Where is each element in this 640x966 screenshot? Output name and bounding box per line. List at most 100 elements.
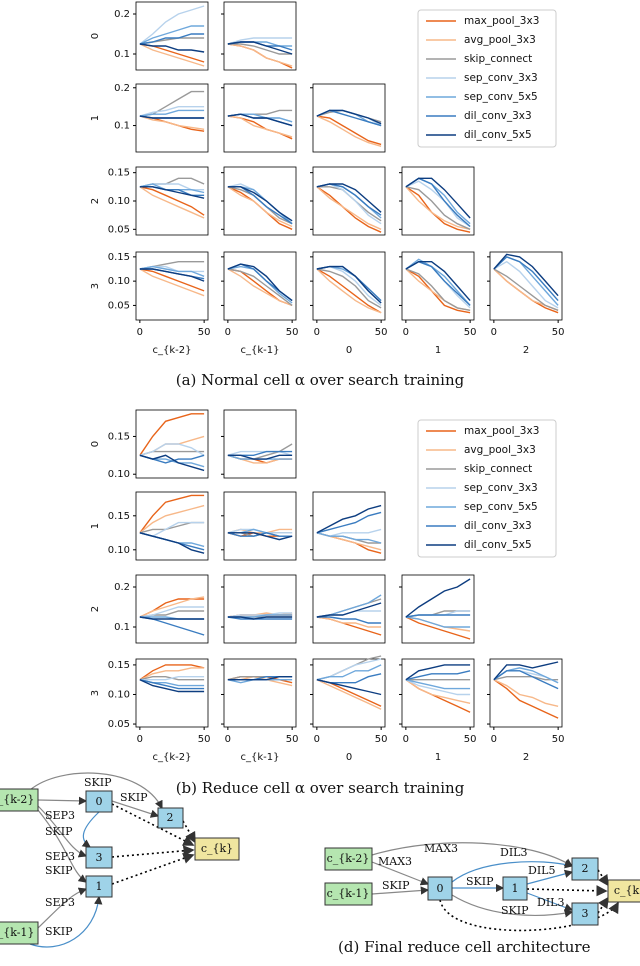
- series-line: [316, 679, 382, 710]
- plot-frame: [312, 166, 386, 236]
- node-label: c_{k}: [614, 884, 640, 897]
- legend-label: avg_pool_3x3: [464, 444, 536, 456]
- node-label: 2: [582, 862, 589, 875]
- node: [571, 857, 599, 881]
- y-tick-label: 0.2: [114, 582, 130, 593]
- series-line: [316, 504, 382, 534]
- series-line: [493, 268, 559, 311]
- node-label: c_{k-2}: [327, 852, 370, 865]
- y-tick-label: 0.05: [108, 300, 130, 311]
- series-line: [139, 667, 205, 681]
- series-line: [139, 43, 205, 67]
- node: [85, 790, 113, 813]
- series-line: [405, 679, 471, 696]
- series-line: [227, 268, 293, 306]
- series-line: [139, 664, 205, 681]
- series-line: [493, 679, 559, 719]
- node-label: c_{k-1}: [0, 926, 34, 939]
- row-label: 2: [90, 606, 101, 612]
- series-line: [316, 664, 382, 681]
- edge: [451, 894, 574, 918]
- subplot: [223, 574, 297, 644]
- legend-label: sep_conv_5x5: [464, 91, 538, 103]
- node: [427, 876, 453, 901]
- edge: [111, 800, 160, 818]
- edge: [29, 772, 163, 810]
- legend-label: dil_conv_5x5: [464, 539, 532, 551]
- legend-label: max_pool_3x3: [464, 15, 539, 27]
- series-line: [493, 253, 559, 297]
- x-tick-label: 0: [314, 327, 320, 338]
- edge-label: SEP3: [45, 850, 75, 863]
- y-tick-label: 0.1: [114, 121, 130, 132]
- plot-frame: [223, 574, 297, 644]
- edge-label: DIL3: [537, 896, 564, 909]
- col-label: c_{k-2}: [153, 752, 192, 763]
- node: [157, 807, 184, 829]
- subplot: [489, 251, 563, 321]
- edge: [37, 796, 88, 806]
- y-tick-label: 0.05: [108, 719, 130, 730]
- series-line: [405, 258, 471, 306]
- edge-label: DIL3: [500, 846, 527, 859]
- y-tick-label: 0.15: [108, 660, 130, 671]
- row-label: 1: [90, 523, 101, 529]
- x-tick-label: 0: [225, 327, 231, 338]
- series-line: [405, 177, 471, 219]
- series-line: [139, 606, 205, 618]
- series-line: [227, 186, 293, 222]
- node-label: 2: [167, 811, 174, 824]
- series-line: [139, 186, 205, 219]
- col-label: c_{k-1}: [241, 345, 280, 356]
- series-line: [139, 268, 205, 292]
- series-line: [493, 256, 559, 302]
- legend-label: dil_conv_3x3: [464, 110, 532, 122]
- legend-label: dil_conv_3x3: [464, 520, 532, 532]
- node-label: 0: [437, 882, 444, 895]
- edge-label: SKIP: [120, 791, 148, 804]
- plot-frame: [223, 658, 297, 728]
- plot-frame: [401, 574, 475, 644]
- legend-box: [417, 419, 557, 558]
- y-tick-label: 0.15: [108, 511, 130, 522]
- legend-label: sep_conv_3x3: [464, 72, 538, 84]
- node: [85, 846, 113, 869]
- node-label: 3: [96, 851, 103, 864]
- x-tick-label: 0: [314, 734, 320, 745]
- series-line: [139, 413, 205, 456]
- node: [85, 875, 113, 898]
- series-line: [139, 268, 205, 297]
- col-label: c_{k-1}: [241, 752, 280, 763]
- series-line: [139, 186, 205, 199]
- edge: [371, 886, 430, 895]
- series-line: [405, 614, 471, 618]
- series-line: [316, 186, 382, 233]
- y-tick-label: 0.1: [114, 622, 130, 633]
- subplot: [135, 491, 209, 561]
- row-label: 3: [90, 690, 101, 696]
- edge-label: MAX3: [378, 855, 412, 868]
- subplot: [312, 251, 386, 321]
- series-line: [316, 679, 382, 696]
- series-line: [139, 109, 205, 117]
- series-line: [227, 43, 293, 55]
- x-tick-label: 0: [137, 734, 143, 745]
- x-tick-label: 0: [225, 734, 231, 745]
- row-label: 3: [90, 283, 101, 289]
- subplot: [489, 658, 563, 728]
- subplot: [223, 658, 297, 728]
- subplot: [135, 1, 209, 71]
- series-line: [227, 612, 293, 618]
- series-line: [405, 268, 471, 311]
- node-label: c_{k-1}: [327, 887, 370, 900]
- series-line: [227, 616, 293, 620]
- y-tick-label: 0.10: [108, 276, 130, 287]
- series-line: [139, 676, 205, 681]
- series-line: [139, 268, 205, 282]
- y-tick-label: 0.05: [108, 224, 130, 235]
- series-line: [227, 268, 293, 307]
- col-label: 1: [435, 752, 441, 763]
- plot-frame: [401, 658, 475, 728]
- series-line: [316, 115, 382, 147]
- subplot: [135, 658, 209, 728]
